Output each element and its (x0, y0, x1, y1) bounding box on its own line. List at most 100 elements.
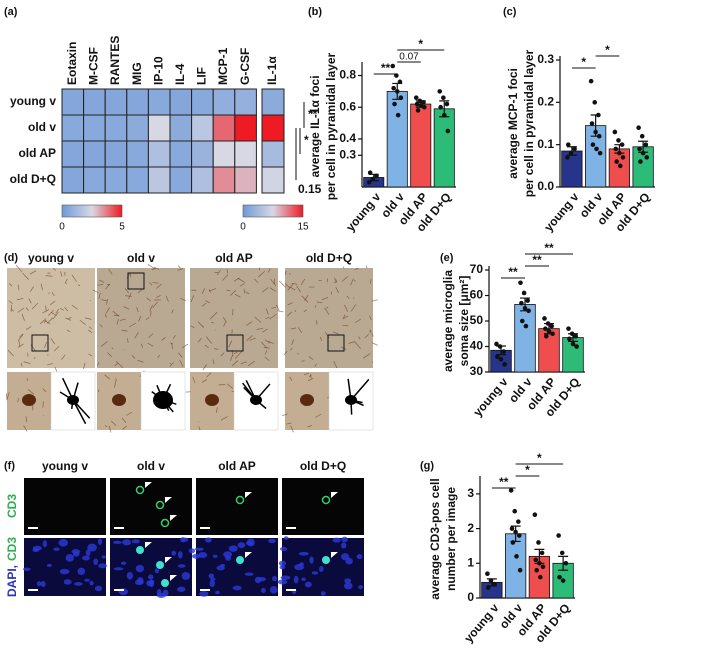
texture (278, 580, 288, 585)
heatmap-cell (105, 89, 127, 115)
data-point (636, 125, 641, 130)
texture (284, 536, 289, 540)
data-point (541, 564, 546, 569)
y-tick-label: 70 (470, 262, 484, 276)
texture (43, 540, 47, 547)
image-title: old AP (218, 459, 256, 473)
data-point (501, 349, 506, 354)
heatmap-cell (127, 167, 149, 193)
heatmap-cell (213, 141, 235, 167)
data-point (565, 155, 570, 160)
texture (217, 565, 225, 570)
heatmap-cell (148, 115, 170, 141)
heatmap-cell (170, 89, 192, 115)
data-point (518, 568, 523, 573)
bar (505, 534, 525, 598)
channel-label: CD3 (5, 494, 19, 518)
column-label: MCP-1 (216, 47, 230, 85)
texture (210, 580, 215, 587)
fluorescence-image (110, 478, 192, 535)
texture (66, 554, 74, 562)
y-tick-label: 0.8 (339, 68, 356, 82)
data-point (520, 319, 525, 324)
channel-label: DAPI,CD3 (5, 537, 19, 597)
y-tick-label: 30 (470, 364, 484, 378)
column-label: MIG (130, 62, 144, 85)
image-title: old v (127, 251, 155, 265)
texture (277, 311, 283, 312)
data-point (486, 585, 491, 590)
data-point (524, 324, 529, 329)
data-point (526, 309, 531, 314)
texture (182, 572, 191, 580)
cd3-cell (236, 556, 244, 564)
data-point (525, 298, 530, 303)
data-point (598, 151, 603, 156)
heatmap-cell (84, 89, 106, 115)
colorbar-label: 0 (59, 222, 65, 233)
texture (37, 581, 41, 586)
data-point (641, 151, 646, 156)
texture (238, 542, 246, 548)
column-label: IP-10 (151, 56, 165, 85)
heatmap-cell (105, 167, 127, 193)
data-point (485, 571, 490, 576)
texture (358, 585, 363, 589)
texture (33, 546, 42, 551)
texture (229, 545, 238, 552)
y-axis-label: average CD3-pos cell (428, 478, 442, 599)
data-point (564, 561, 569, 566)
heatmap-cell (62, 141, 84, 167)
x-tick-label: young v (461, 601, 502, 645)
texture (47, 564, 52, 567)
data-point (533, 512, 538, 517)
data-point (556, 533, 561, 538)
column-label: IL-1α (265, 56, 279, 85)
heatmap-cell (170, 141, 192, 167)
data-point (537, 561, 542, 566)
row-label: old v (28, 120, 56, 134)
data-point (518, 280, 523, 285)
data-point (367, 180, 372, 185)
column-label: IL-4 (173, 63, 187, 85)
heatmap-cell (127, 141, 149, 167)
data-point (573, 334, 578, 339)
data-point (640, 134, 645, 139)
significance-label: * (605, 43, 610, 57)
data-point (422, 105, 427, 110)
texture (247, 538, 255, 546)
y-tick-label: 0.6 (339, 99, 356, 113)
texture (23, 568, 31, 571)
texture (60, 569, 70, 575)
data-point (590, 121, 595, 126)
heatmap-cell (105, 115, 127, 141)
y-tick-label: 60 (470, 288, 484, 302)
data-point (516, 519, 521, 524)
data-point (374, 174, 379, 179)
bar (515, 304, 536, 372)
heatmap-cell (192, 115, 214, 141)
data-point (489, 578, 494, 583)
heatmap-cell (62, 115, 84, 141)
panel-label: (b) (308, 6, 322, 18)
cell (205, 394, 219, 406)
cell (22, 394, 36, 406)
texture (86, 549, 91, 556)
texture (198, 552, 207, 558)
texture (344, 578, 351, 583)
texture (280, 547, 287, 551)
panel-label: (d) (4, 252, 18, 264)
texture (215, 591, 220, 594)
y-axis-label: per cell in pyramidal layer (522, 49, 536, 197)
micrograph (190, 268, 278, 368)
data-point (395, 89, 400, 94)
data-point (517, 533, 522, 538)
texture (149, 580, 155, 585)
colorbar-label: 15 (297, 222, 309, 233)
data-point (522, 291, 527, 296)
texture (233, 586, 242, 591)
binary-process (256, 400, 257, 402)
row-label: young v (10, 94, 56, 108)
heatmap-cell (170, 167, 192, 193)
data-point (538, 575, 543, 580)
